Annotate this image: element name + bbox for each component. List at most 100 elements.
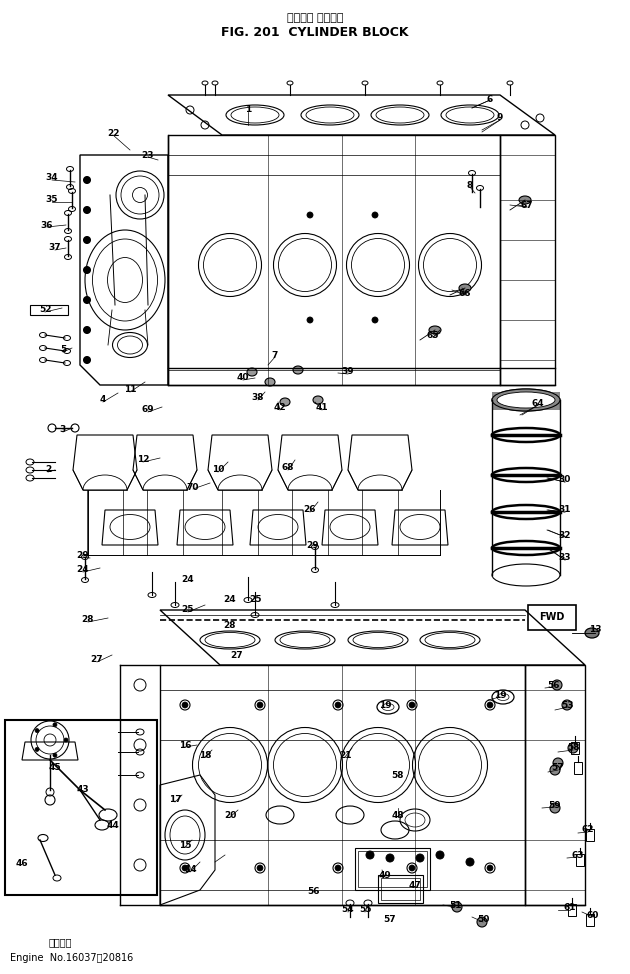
Ellipse shape xyxy=(247,368,257,376)
Circle shape xyxy=(84,356,91,363)
Circle shape xyxy=(487,702,493,708)
Circle shape xyxy=(182,702,188,708)
Text: 4: 4 xyxy=(100,395,106,404)
Text: 46: 46 xyxy=(16,858,28,868)
Bar xyxy=(381,878,420,900)
Text: 38: 38 xyxy=(252,393,264,402)
Bar xyxy=(378,875,423,903)
Text: 54: 54 xyxy=(341,906,354,915)
Text: 25: 25 xyxy=(181,606,194,615)
Circle shape xyxy=(552,680,562,690)
Ellipse shape xyxy=(459,284,471,292)
Text: 37: 37 xyxy=(49,244,61,252)
Circle shape xyxy=(182,865,188,871)
Circle shape xyxy=(35,729,39,732)
Circle shape xyxy=(568,743,578,753)
Text: 19: 19 xyxy=(494,691,507,699)
Text: 7: 7 xyxy=(272,351,278,359)
Text: 45: 45 xyxy=(49,764,61,772)
Circle shape xyxy=(452,902,462,912)
Ellipse shape xyxy=(585,628,599,638)
Circle shape xyxy=(53,723,57,727)
Text: 39: 39 xyxy=(341,367,354,377)
Text: 68: 68 xyxy=(282,464,294,472)
Bar xyxy=(586,914,594,926)
Ellipse shape xyxy=(265,378,275,386)
Circle shape xyxy=(84,176,91,183)
Bar xyxy=(571,742,579,754)
Text: 52: 52 xyxy=(39,306,51,315)
Circle shape xyxy=(386,854,394,862)
Bar xyxy=(574,762,582,774)
Text: 23: 23 xyxy=(142,151,154,160)
Text: 69: 69 xyxy=(142,405,154,415)
Text: 43: 43 xyxy=(77,785,89,795)
Text: シリンダ ブロック: シリンダ ブロック xyxy=(287,13,343,23)
Circle shape xyxy=(550,803,560,813)
Circle shape xyxy=(257,865,263,871)
Bar xyxy=(492,392,560,410)
Text: 62: 62 xyxy=(581,826,594,835)
Circle shape xyxy=(84,296,91,304)
Text: 56: 56 xyxy=(547,681,559,690)
Text: Engine  No.16037～20816: Engine No.16037～20816 xyxy=(10,953,134,963)
Text: 20: 20 xyxy=(224,810,236,819)
Circle shape xyxy=(477,917,487,927)
Text: 48: 48 xyxy=(392,810,404,819)
Text: 31: 31 xyxy=(559,506,571,514)
Circle shape xyxy=(366,851,374,859)
Text: 61: 61 xyxy=(564,904,576,913)
Circle shape xyxy=(35,747,39,751)
Ellipse shape xyxy=(280,398,290,406)
Text: 65: 65 xyxy=(427,330,439,340)
Circle shape xyxy=(64,738,68,742)
Text: 34: 34 xyxy=(46,173,59,182)
Text: 6: 6 xyxy=(487,95,493,104)
Text: 58: 58 xyxy=(567,743,579,753)
Text: 21: 21 xyxy=(339,751,352,760)
Circle shape xyxy=(550,765,560,775)
Circle shape xyxy=(436,851,444,859)
Text: 19: 19 xyxy=(379,700,391,709)
Circle shape xyxy=(372,212,378,218)
Text: 32: 32 xyxy=(559,531,571,540)
Circle shape xyxy=(84,326,91,333)
Circle shape xyxy=(466,858,474,866)
Circle shape xyxy=(487,865,493,871)
Text: 57: 57 xyxy=(552,764,564,772)
Text: 13: 13 xyxy=(589,625,601,634)
Text: 3: 3 xyxy=(60,426,66,434)
Text: 14: 14 xyxy=(184,866,197,875)
Circle shape xyxy=(335,702,341,708)
Circle shape xyxy=(307,317,313,323)
Text: 28: 28 xyxy=(82,616,94,624)
Text: 24: 24 xyxy=(224,595,236,605)
Circle shape xyxy=(562,700,572,710)
Ellipse shape xyxy=(492,389,560,411)
Text: 15: 15 xyxy=(179,841,192,849)
Ellipse shape xyxy=(519,196,531,204)
Bar xyxy=(5,720,157,895)
Text: 5: 5 xyxy=(60,346,66,355)
Circle shape xyxy=(409,865,415,871)
Circle shape xyxy=(409,702,415,708)
Text: 27: 27 xyxy=(231,651,243,659)
Bar xyxy=(576,854,584,866)
Text: 25: 25 xyxy=(249,595,261,605)
Text: 33: 33 xyxy=(559,553,571,563)
Text: FIG. 201  CYLINDER BLOCK: FIG. 201 CYLINDER BLOCK xyxy=(221,25,409,39)
Text: 57: 57 xyxy=(384,916,396,924)
Circle shape xyxy=(553,758,563,768)
Text: 17: 17 xyxy=(169,796,181,805)
Ellipse shape xyxy=(429,326,441,334)
Text: 56: 56 xyxy=(307,887,319,896)
Circle shape xyxy=(416,854,424,862)
Circle shape xyxy=(372,317,378,323)
Text: 30: 30 xyxy=(559,475,571,484)
Text: 35: 35 xyxy=(46,196,58,205)
Ellipse shape xyxy=(313,396,323,404)
Text: 55: 55 xyxy=(358,906,371,915)
Text: 24: 24 xyxy=(181,576,194,584)
Text: 59: 59 xyxy=(549,801,561,809)
Circle shape xyxy=(84,237,91,244)
